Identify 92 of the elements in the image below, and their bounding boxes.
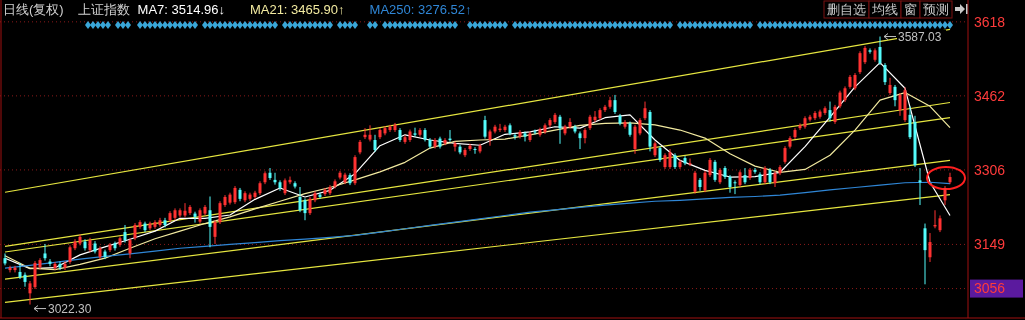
y-tick-label: 3056 xyxy=(974,280,1006,297)
candlestick xyxy=(413,127,417,138)
candlestick xyxy=(798,122,802,131)
y-tick-label: 3306 xyxy=(974,161,1006,178)
candlestick xyxy=(303,197,307,221)
candlestick xyxy=(298,186,302,213)
candlestick xyxy=(868,47,872,55)
candlestick xyxy=(208,196,212,248)
candlestick xyxy=(943,185,947,206)
text: MA21: 3465.90↑ xyxy=(249,2,345,17)
candlestick xyxy=(593,110,597,123)
candlestick xyxy=(128,237,132,259)
candlestick xyxy=(483,115,487,140)
candlestick xyxy=(388,124,392,133)
candlestick xyxy=(503,124,507,133)
candlestick xyxy=(323,187,327,197)
candlestick xyxy=(83,238,87,252)
candlestick xyxy=(703,170,707,193)
candlestick xyxy=(218,200,222,225)
candlestick xyxy=(753,167,757,175)
candlestick xyxy=(928,232,932,263)
text: MA7: 3514.96↓ xyxy=(137,2,226,17)
candlestick xyxy=(213,219,217,245)
candlestick xyxy=(693,170,697,195)
candlestick xyxy=(3,252,7,266)
candlestick xyxy=(523,130,527,142)
candlestick xyxy=(443,137,447,146)
candlestick xyxy=(883,62,887,86)
candlestick xyxy=(473,146,477,155)
candlestick xyxy=(18,262,22,280)
candlestick xyxy=(368,124,372,142)
candlestick xyxy=(68,244,72,265)
candlestick xyxy=(633,124,637,155)
candlestick xyxy=(193,211,197,224)
candlestick xyxy=(893,84,897,107)
candlestick xyxy=(668,148,672,170)
candlestick xyxy=(583,127,587,144)
candlestick xyxy=(858,50,862,75)
candlestick xyxy=(948,172,952,185)
candlestick xyxy=(613,94,617,115)
candlestick xyxy=(578,130,582,150)
candlestick xyxy=(833,104,837,125)
candlestick xyxy=(643,101,647,121)
candlestick xyxy=(888,77,892,96)
candlestick xyxy=(708,157,712,178)
candlestick xyxy=(123,224,127,244)
annotation: 删自选 xyxy=(827,2,866,17)
candlestick xyxy=(908,105,912,140)
annotation: 均线 xyxy=(871,2,898,17)
candlestick xyxy=(28,280,32,306)
text: MA250: 3276.52↑ xyxy=(369,2,472,17)
candlestick xyxy=(23,271,27,288)
candlestick xyxy=(78,233,82,246)
candlestick xyxy=(898,92,902,117)
candlestick xyxy=(43,243,47,262)
candlestick xyxy=(38,257,42,271)
candlestick xyxy=(248,192,252,202)
candlestick xyxy=(308,196,312,216)
annotation: 预测 xyxy=(923,2,949,17)
candlestick xyxy=(688,158,692,167)
candlestick xyxy=(533,129,537,135)
candlestick xyxy=(743,167,747,185)
candlestick xyxy=(763,165,767,185)
y-tick-label: 3149 xyxy=(974,236,1006,253)
candlestick xyxy=(878,36,882,66)
y-tick-label: 3462 xyxy=(974,87,1006,104)
candlestick xyxy=(268,167,272,181)
candlestick xyxy=(698,177,702,192)
candlestick xyxy=(513,132,517,141)
candlestick xyxy=(733,179,737,195)
candlestick xyxy=(568,117,572,130)
candlestick xyxy=(558,114,562,145)
annotation: 3587.03 xyxy=(898,29,942,44)
candlestick xyxy=(53,261,57,271)
annotation: 3022.30 xyxy=(48,301,92,316)
candlestick xyxy=(808,114,812,122)
candlestick xyxy=(603,104,607,113)
chart-title: 日线(复权) xyxy=(3,2,64,17)
candlestick xyxy=(468,143,472,152)
candlestick xyxy=(73,238,77,251)
candlestick xyxy=(923,223,927,285)
candlestick xyxy=(253,190,257,200)
annotation: 窗 xyxy=(904,2,917,17)
candlestick xyxy=(278,179,282,192)
y-tick-label: 3618 xyxy=(974,13,1006,30)
candlestick xyxy=(233,185,237,205)
candlestick xyxy=(828,101,832,122)
candlestick xyxy=(918,167,922,206)
candlestick xyxy=(863,45,867,65)
candlestick xyxy=(713,159,717,183)
candlestick xyxy=(453,140,457,152)
chart-subtitle: 上证指数 xyxy=(77,2,130,17)
